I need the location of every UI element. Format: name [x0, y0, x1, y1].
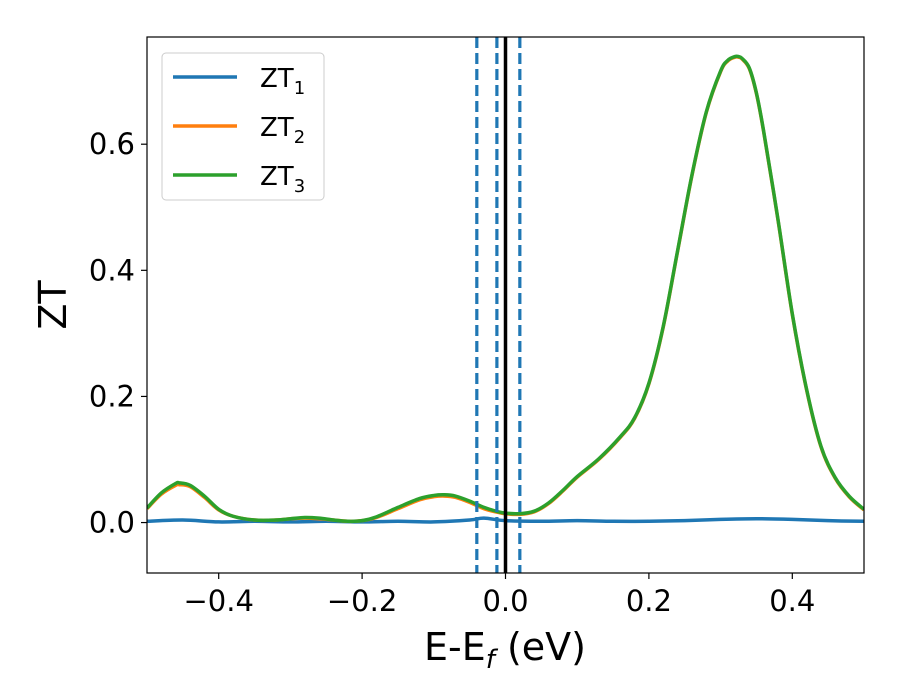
y-axis-title: ZT [31, 280, 75, 330]
series-line-zt3 [147, 54, 864, 524]
x-axis: −0.4 −0.2 0.0 0.2 0.4 [183, 573, 815, 618]
x-tick-label: −0.4 [183, 584, 253, 618]
legend-label-zt3: ZT3 [260, 162, 305, 197]
y-tick-label: 0.2 [89, 379, 135, 413]
legend-box [161, 52, 325, 201]
series-layer [147, 54, 864, 524]
x-axis-title-suffix: (eV) [495, 625, 586, 669]
y-tick-label: 0.4 [89, 253, 135, 287]
legend-label-zt2: ZT2 [260, 113, 305, 148]
vline-layer [475, 37, 522, 573]
x-tick-label: 0.2 [626, 584, 672, 618]
legend: ZT1 ZT2 ZT3 [161, 52, 325, 201]
x-axis-title: E-Ef (eV) [424, 625, 586, 675]
y-tick-label: 0.6 [89, 127, 135, 161]
legend-label-zt1: ZT1 [260, 64, 305, 99]
y-axis: 0.0 0.2 0.4 0.6 [89, 127, 147, 540]
y-tick-label: 0.0 [89, 506, 135, 540]
x-tick-label: 0.4 [769, 584, 815, 618]
x-tick-label: −0.2 [327, 584, 397, 618]
x-axis-title-main: E-E [424, 625, 486, 669]
x-tick-label: 0.0 [482, 584, 528, 618]
